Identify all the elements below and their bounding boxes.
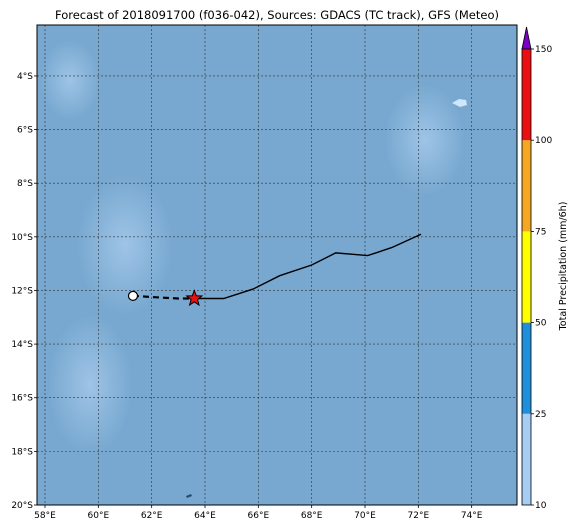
colorbar-segment [522,413,531,505]
y-tick-label: 10°S [11,233,33,243]
colorbar-tick-label: 25 [535,410,546,420]
colorbar-label: Total Precipitation (mm/6h) [558,202,569,332]
y-tick-label: 8°S [17,179,33,189]
colorbar-tick-label: 10 [535,501,547,511]
x-tick-label: 62°E [141,511,163,521]
x-tick-label: 70°E [354,511,376,521]
x-tick-label: 60°E [88,511,110,521]
colorbar-tick-label: 75 [535,227,546,237]
precip-patch-west-north [77,175,173,315]
y-tick-label: 6°S [17,126,33,136]
track-start-marker [127,290,139,301]
forecast-track-line [191,233,422,300]
x-tick-label: 74°E [461,511,483,521]
x-tick-label: 68°E [301,511,323,521]
precipitation-colorbar: 10 25 50 75 100 150 [521,26,552,511]
y-tick-label: 4°S [17,72,33,82]
longitude-ticks: 58°E 60°E 62°E 64°E 66°E 68°E 70°E 72°E 74°E [34,505,483,521]
y-tick-label: 18°S [11,447,33,457]
latitude-ticks: 4°S 6°S 8°S 10°S 12°S 14°S 16°S 18°S 20°S [11,72,37,511]
colorbar-tick-label: 100 [535,136,552,146]
colorbar-tick-label: 150 [535,45,552,55]
forecast-position-star [185,289,204,307]
precipitation-field [40,40,465,455]
map-frame [36,24,518,506]
precip-patch-east [385,85,465,195]
precip-patch-west-south [48,315,132,455]
colorbar-tick-label: 50 [535,319,547,329]
colorbar-extend-triangle [521,26,532,50]
island-south [186,494,192,498]
x-tick-label: 66°E [248,511,270,521]
precip-patch-northwest [40,40,100,120]
x-tick-label: 64°E [194,511,216,521]
island-northeast [452,99,467,107]
colorbar-frame [521,48,532,506]
colorbar-segment [522,49,531,141]
map-title: Forecast of 2018091700 (f036-042), Sourc… [55,8,499,22]
colorbar-segment [522,322,531,414]
colorbar-segment [522,231,531,323]
past-track-line [132,294,192,300]
y-tick-label: 20°S [11,501,33,511]
colorbar-segment [522,140,531,232]
y-tick-label: 16°S [11,394,33,404]
x-tick-label: 72°E [408,511,430,521]
y-tick-label: 14°S [11,340,33,350]
map-area [37,25,517,505]
x-tick-label: 58°E [34,511,56,521]
y-tick-label: 12°S [11,286,33,296]
